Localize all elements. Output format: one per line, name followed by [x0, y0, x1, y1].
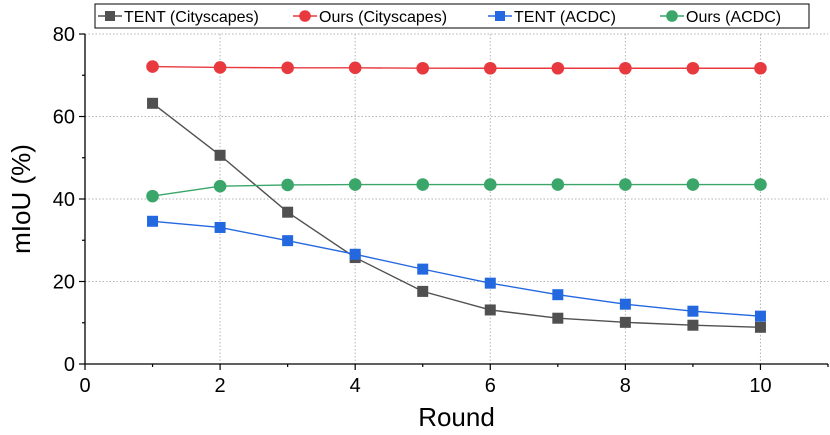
- data-point: [348, 61, 362, 75]
- y-tick-label: 60: [53, 107, 75, 129]
- series-line: [152, 183, 761, 197]
- data-point: [416, 61, 430, 75]
- data-point: [619, 61, 632, 75]
- data-point: [754, 321, 766, 333]
- series-0: [147, 97, 766, 333]
- legend-entry: Ours (ACDC): [660, 9, 781, 26]
- data-point: [281, 61, 294, 75]
- data-point: [483, 178, 497, 191]
- legend-entry: TENT (Cityscapes): [98, 9, 259, 26]
- data-point: [754, 310, 766, 322]
- data-point: [214, 149, 226, 161]
- data-point: [484, 277, 496, 289]
- legend-entry: TENT (ACDC): [488, 9, 616, 26]
- x-tick-label: 2: [215, 375, 226, 397]
- data-point: [417, 285, 429, 297]
- data-point: [687, 319, 699, 331]
- legend-label: TENT (ACDC): [514, 9, 616, 26]
- series-layer: [146, 60, 767, 333]
- data-point: [417, 263, 429, 275]
- x-tick-label: 8: [620, 375, 631, 397]
- series-2: [147, 215, 766, 322]
- series-line: [152, 220, 761, 317]
- x-tick-label: 6: [485, 375, 496, 397]
- data-point: [619, 298, 631, 310]
- data-point: [552, 312, 564, 324]
- x-axis-title: Round: [418, 402, 495, 432]
- data-point: [416, 178, 430, 191]
- x-tick-label: 10: [749, 375, 771, 397]
- data-point: [687, 305, 699, 317]
- data-point: [281, 178, 294, 192]
- data-point: [146, 189, 159, 203]
- series-line: [152, 102, 761, 328]
- y-axis-title: mIoU (%): [6, 144, 36, 254]
- legend-box: [94, 3, 810, 29]
- legend-entry: Ours (Cityscapes): [293, 9, 447, 26]
- data-point: [146, 60, 159, 73]
- data-point: [484, 304, 496, 316]
- data-point: [619, 316, 631, 328]
- grid: [85, 33, 828, 364]
- data-point: [147, 215, 159, 227]
- legend-label: TENT (Cityscapes): [124, 9, 259, 26]
- x-tick-label: 0: [79, 375, 90, 397]
- data-point: [214, 221, 226, 233]
- data-point: [213, 61, 227, 74]
- legend-label: Ours (ACDC): [686, 9, 781, 26]
- legend: TENT (Cityscapes) Ours (Cityscapes) TENT (…: [94, 3, 810, 29]
- data-point: [483, 61, 497, 75]
- legend-label: Ours (Cityscapes): [319, 9, 447, 26]
- data-point: [213, 179, 227, 193]
- legend-swatch-marker: [666, 10, 678, 22]
- data-point: [619, 178, 632, 191]
- data-point: [349, 248, 361, 260]
- data-point: [754, 61, 767, 75]
- y-tick-label: 80: [53, 24, 75, 46]
- axes: [79, 33, 829, 370]
- legend-swatch-marker: [105, 11, 115, 21]
- data-point: [551, 178, 565, 191]
- data-point: [282, 206, 294, 218]
- data-point: [686, 178, 700, 191]
- data-point: [551, 61, 565, 75]
- x-tick-label: 4: [350, 375, 361, 397]
- data-point: [147, 97, 159, 109]
- y-tick-label: 40: [53, 189, 75, 211]
- series-3: [146, 178, 767, 203]
- data-point: [282, 235, 294, 247]
- data-point: [686, 61, 700, 75]
- y-tick-label: 20: [53, 272, 75, 294]
- series-line: [152, 65, 761, 69]
- data-point: [754, 178, 767, 191]
- y-tick-label: 0: [64, 354, 75, 376]
- data-point: [552, 289, 564, 301]
- series-1: [146, 60, 767, 75]
- data-point: [348, 178, 362, 191]
- legend-swatch-marker: [299, 10, 311, 22]
- tick-labels: 0 2 4 6 8 10 0 20 40 60 80: [53, 24, 772, 397]
- legend-swatch-marker: [495, 11, 505, 21]
